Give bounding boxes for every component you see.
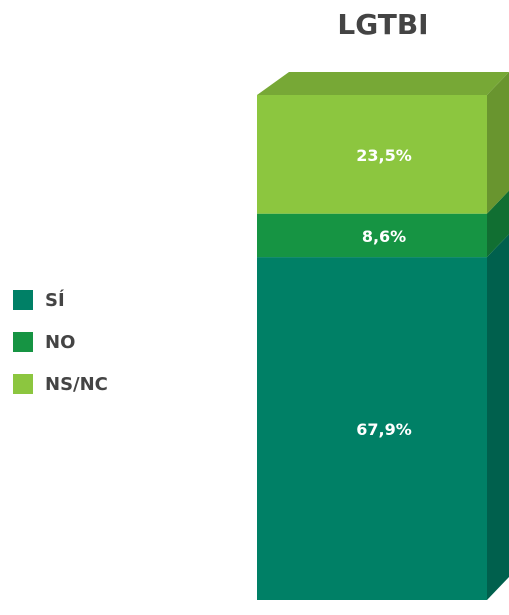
bar-segment <box>257 257 487 600</box>
legend-label: SÍ <box>45 289 65 311</box>
legend-swatch <box>13 290 33 310</box>
legend-swatch <box>13 374 33 394</box>
legend-swatch <box>13 332 33 352</box>
value-label: 67,9% <box>356 420 412 439</box>
bar-side <box>487 234 509 601</box>
bar-side <box>487 190 509 258</box>
bar-segment <box>257 95 487 214</box>
legend-label: NS/NC <box>45 374 108 395</box>
bar-segment <box>257 213 487 258</box>
value-label: 23,5% <box>356 146 412 165</box>
bar-side <box>487 72 509 214</box>
category-label: LGTBI <box>337 8 428 41</box>
legend-label: NO <box>45 332 75 353</box>
value-label: 8,6% <box>362 227 406 246</box>
bar-top <box>257 72 509 95</box>
